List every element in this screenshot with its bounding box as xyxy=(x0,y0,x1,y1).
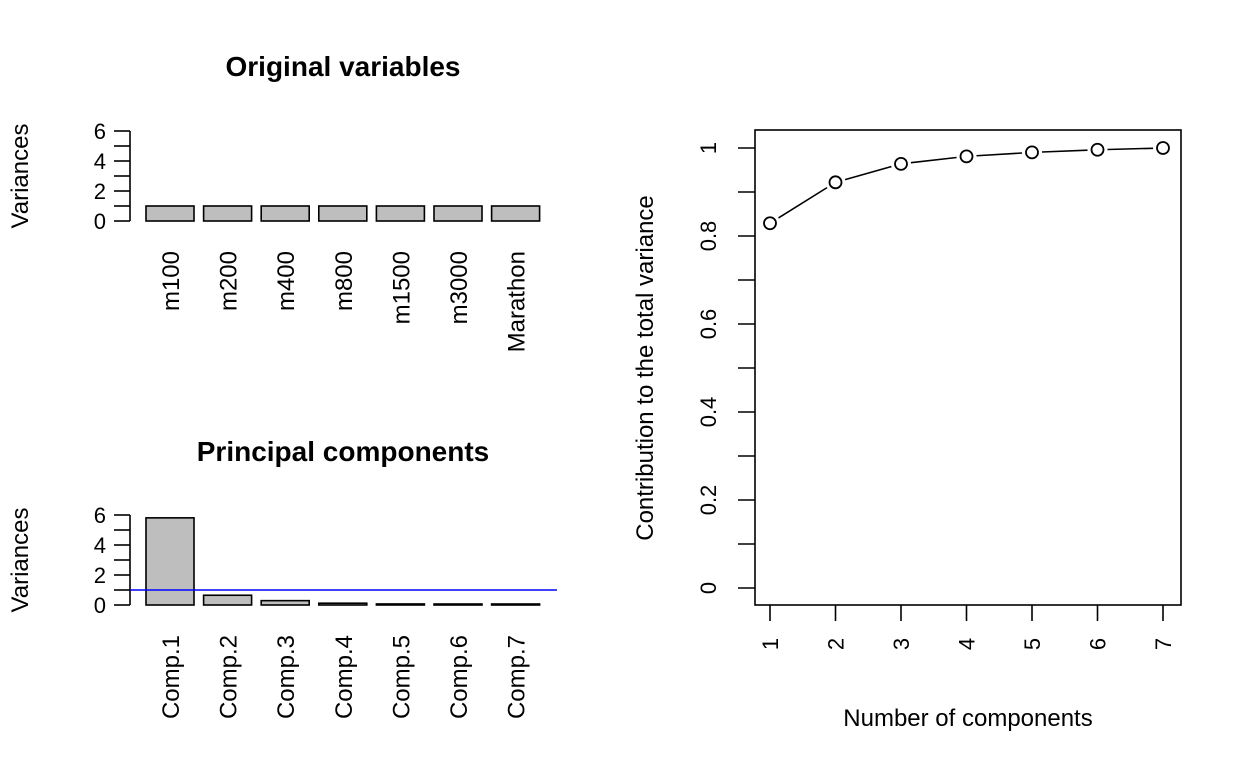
y-tick-label: 6 xyxy=(94,503,106,528)
x-tick-label: m400 xyxy=(273,251,300,311)
y-tick-label: 0.8 xyxy=(696,221,721,252)
chart-title: Original variables xyxy=(226,51,461,82)
data-point xyxy=(959,149,974,164)
bar xyxy=(375,603,426,606)
principal-components-panel: Principal components Variances 0 2 4 6 Comp… xyxy=(7,436,557,719)
bar xyxy=(260,205,311,222)
x-tick-label: 7 xyxy=(1151,638,1176,650)
chart-title: Principal components xyxy=(197,436,490,467)
x-tick-label: Marathon xyxy=(504,251,531,352)
data-point xyxy=(1025,145,1039,160)
bar-group xyxy=(145,517,541,606)
x-axis: 1 2 3 4 5 6 7 xyxy=(758,605,1176,650)
x-tick-label: Comp.5 xyxy=(388,635,415,719)
x-tick-label: Comp.3 xyxy=(273,635,300,719)
y-tick-label: 6 xyxy=(94,119,106,144)
bar xyxy=(317,602,368,606)
x-tick-label: Comp.1 xyxy=(158,635,185,719)
y-tick-label: 0 xyxy=(94,593,106,618)
y-tick-label: 0.4 xyxy=(696,397,721,428)
bar xyxy=(317,205,368,222)
data-point xyxy=(1090,142,1105,157)
bar xyxy=(202,205,253,222)
x-tick-labels: m100 m200 m400 m800 m1500 m3000 Marathon xyxy=(158,251,531,352)
x-tick-label: m100 xyxy=(158,251,185,311)
bar xyxy=(490,603,541,606)
x-tick-label: Comp.7 xyxy=(504,635,531,719)
bar xyxy=(145,205,195,222)
y-axis-label: Variances xyxy=(7,508,34,613)
y-tick-label: 0 xyxy=(696,582,721,594)
y-axis: 0 2 4 6 xyxy=(94,119,131,234)
data-point xyxy=(763,216,777,231)
x-tick-label: 2 xyxy=(824,638,849,650)
y-axis-label: Variances xyxy=(7,124,34,229)
y-tick-label: 0.6 xyxy=(696,309,721,340)
line-segment xyxy=(778,186,828,219)
x-axis-label: Number of components xyxy=(843,705,1092,732)
data-point xyxy=(1156,141,1170,155)
bar-group xyxy=(145,205,541,222)
bar xyxy=(145,517,195,606)
original-variables-panel: Original variables Variances 0 2 4 6 m100 m2… xyxy=(7,51,541,352)
x-tick-label: Comp.4 xyxy=(331,635,358,719)
y-tick-label: 4 xyxy=(94,149,106,174)
x-tick-label: 5 xyxy=(1020,638,1045,650)
x-tick-label: 1 xyxy=(758,638,783,650)
bar xyxy=(375,205,426,222)
x-tick-label: 6 xyxy=(1086,638,1111,650)
y-axis: 0 2 4 6 xyxy=(94,503,131,618)
y-tick-label: 4 xyxy=(94,533,106,558)
x-tick-label: 3 xyxy=(889,638,914,650)
y-tick-label: 1 xyxy=(696,142,721,154)
x-tick-label: m3000 xyxy=(446,251,473,324)
line-segment xyxy=(844,165,892,181)
line-segment xyxy=(1041,149,1088,153)
x-tick-label: m200 xyxy=(216,251,243,311)
y-tick-label: 0 xyxy=(94,209,106,234)
cumulative-variance-panel: Number of components Contribution to the… xyxy=(632,129,1182,732)
x-tick-labels: Comp.1 Comp.2 Comp.3 Comp.4 Comp.5 Comp.6 Comp… xyxy=(158,635,531,719)
line-segment xyxy=(976,152,1023,157)
bar xyxy=(490,205,541,222)
bar xyxy=(433,603,483,606)
y-axis: 0 0.2 0.4 0.6 0.8 1 xyxy=(696,142,755,594)
x-tick-label: Comp.2 xyxy=(216,635,243,719)
data-point xyxy=(894,156,908,171)
series-line xyxy=(763,141,1170,231)
y-tick-label: 2 xyxy=(94,179,106,204)
line-segment xyxy=(1107,147,1154,151)
bar xyxy=(260,599,311,606)
data-point xyxy=(828,175,843,190)
x-tick-label: 4 xyxy=(955,638,980,650)
y-tick-label: 2 xyxy=(94,563,106,588)
plot-frame xyxy=(754,129,1182,606)
x-tick-label: m1500 xyxy=(388,251,415,324)
line-segment xyxy=(910,156,957,164)
x-tick-label: m800 xyxy=(331,251,358,311)
x-tick-label: Comp.6 xyxy=(446,635,473,719)
y-axis-label: Contribution to the total variance xyxy=(632,195,659,541)
y-tick-label: 0.2 xyxy=(696,485,721,516)
bar xyxy=(202,594,253,606)
bar xyxy=(433,205,483,222)
